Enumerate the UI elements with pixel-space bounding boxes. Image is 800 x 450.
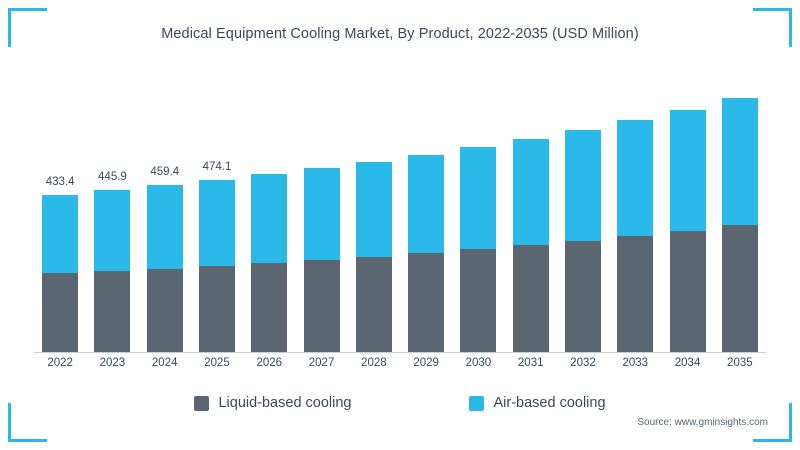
- bar-column: [199, 180, 235, 352]
- bar-column: [617, 120, 654, 352]
- x-tick-label: 2029: [413, 357, 439, 369]
- source-attribution: Source: www.gminsights.com: [637, 417, 768, 428]
- x-tick-label: 2023: [99, 357, 126, 369]
- bar-segment-air: [512, 138, 549, 246]
- bar-column: [669, 109, 706, 352]
- x-tick-label: 2025: [204, 357, 230, 369]
- bar-segment-air: [94, 190, 131, 272]
- bar-segment-liquid: [669, 230, 706, 352]
- bar-value-label: 445.9: [98, 171, 127, 184]
- bar-segment-liquid: [617, 236, 654, 352]
- corner-bracket-top-left: [8, 8, 47, 47]
- bar-segment-air: [669, 109, 706, 231]
- bar-segment-liquid: [565, 240, 601, 352]
- x-tick-label: 2030: [465, 357, 492, 369]
- bar-column: [94, 190, 131, 352]
- bar-column: [565, 129, 601, 352]
- bar-segment-liquid: [355, 256, 392, 352]
- bar-column: [460, 146, 497, 352]
- x-tick-label: 2026: [256, 357, 283, 369]
- bar-segment-liquid: [303, 260, 340, 352]
- bar-segment-air: [408, 154, 445, 254]
- legend-label-air: Air-based cooling: [493, 395, 606, 411]
- x-tick-label: 2033: [622, 357, 649, 369]
- bar-segment-air: [42, 194, 79, 274]
- bar-segment-air: [721, 98, 758, 226]
- bar-segment-air: [303, 168, 340, 261]
- bar-segment-liquid: [42, 273, 79, 352]
- bar-column: [512, 138, 549, 352]
- bar-segment-air: [146, 185, 183, 269]
- legend-item-liquid-based-cooling: Liquid-based cooling: [194, 395, 351, 411]
- bar-segment-air: [565, 129, 601, 241]
- corner-bracket-bottom-right: [753, 403, 792, 442]
- bar-segment-air: [199, 180, 235, 267]
- chart-title: Medical Equipment Cooling Market, By Pro…: [161, 26, 639, 42]
- bar-segment-air: [355, 161, 392, 257]
- x-axis-ticks: 2022 2023 2024 2025 2026 2027 2028 2029 2030 2031…: [34, 357, 766, 377]
- legend-swatch-liquid: [194, 395, 210, 411]
- bar-value-label: 474.1: [202, 161, 232, 174]
- x-tick-label: 2034: [674, 357, 701, 369]
- bar-column: [146, 185, 183, 352]
- bar-segment-liquid: [721, 225, 758, 352]
- bar-value-label: 433.4: [45, 175, 75, 188]
- bar-column: [721, 98, 758, 352]
- bar-column: [408, 154, 445, 352]
- bar-segment-liquid: [251, 263, 288, 352]
- corner-bracket-top-right: [753, 8, 792, 47]
- bar-segment-liquid: [512, 245, 549, 352]
- bar-segment-liquid: [199, 266, 235, 352]
- x-tick-label: 2028: [361, 357, 387, 369]
- corner-bracket-bottom-left: [8, 403, 47, 442]
- bar-column: [42, 194, 79, 352]
- x-tick-label: 2024: [151, 357, 178, 369]
- bar-segment-liquid: [146, 268, 183, 352]
- plot-area: 433.4 445.9 459.4 474.1: [34, 62, 766, 352]
- bar-column: [251, 174, 288, 352]
- bar-column: [355, 161, 392, 352]
- x-tick-label: 2032: [570, 357, 596, 369]
- bar-segment-air: [251, 174, 288, 264]
- legend-swatch-air: [469, 395, 485, 411]
- x-tick-label: 2027: [308, 357, 335, 369]
- legend-label-liquid: Liquid-based cooling: [218, 395, 352, 411]
- bar-segment-air: [617, 120, 654, 236]
- chart-legend: Liquid-based cooling Air-based cooling: [0, 390, 800, 416]
- x-axis-line: [34, 352, 766, 353]
- x-tick-label: 2035: [727, 357, 753, 369]
- x-tick-label: 2031: [517, 357, 544, 369]
- bar-column: [303, 168, 340, 352]
- bar-value-label: 459.4: [150, 166, 180, 179]
- bar-segment-air: [460, 146, 497, 250]
- legend-item-air-based-cooling: Air-based cooling: [469, 395, 606, 411]
- bar-segment-liquid: [408, 253, 445, 352]
- x-tick-label: 2022: [47, 357, 73, 369]
- bar-segment-liquid: [94, 271, 131, 352]
- bar-segment-liquid: [460, 249, 497, 352]
